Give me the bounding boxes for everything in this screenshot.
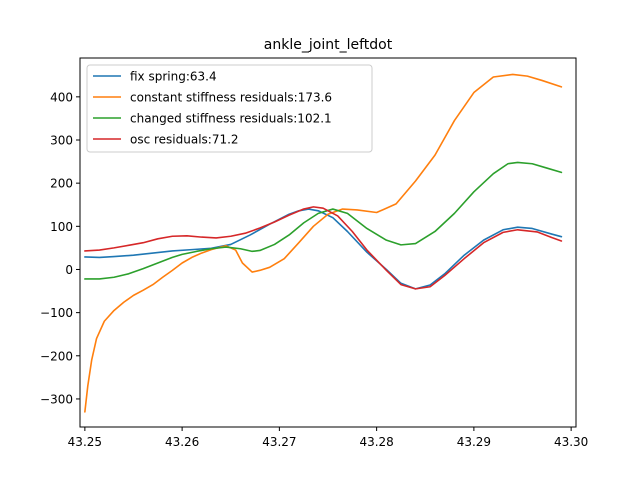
- series-layer: [84, 73, 563, 413]
- x-tick-label: 43.30: [554, 435, 588, 449]
- y-tick-label: 300: [50, 134, 73, 148]
- y-tick-label: −300: [40, 392, 73, 406]
- y-tick-label: −100: [40, 306, 73, 320]
- y-tick-label: 200: [50, 177, 73, 191]
- series-line-4: [84, 206, 563, 290]
- series-line-1: [84, 208, 563, 290]
- series-line-3: [84, 161, 563, 280]
- chart-title: ankle_joint_leftdot: [264, 37, 393, 53]
- legend-box: [86, 64, 373, 153]
- legend-label-4: osc residuals:71.2: [130, 133, 239, 147]
- y-tick-label: 400: [50, 90, 73, 104]
- legend: fix spring:63.4 constant stiffness residu…: [86, 64, 373, 153]
- x-tick-label: 43.28: [359, 435, 393, 449]
- y-axis: −300 −200 −100 0 100 200 300 400: [40, 90, 80, 406]
- legend-label-2: constant stiffness residuals:173.6: [130, 91, 332, 105]
- legend-label-1: fix spring:63.4: [130, 70, 217, 84]
- x-tick-label: 43.25: [68, 435, 102, 449]
- y-tick-label: 0: [65, 263, 73, 277]
- x-tick-label: 43.26: [165, 435, 199, 449]
- series-line-2: [84, 73, 563, 413]
- axes-frame: [79, 57, 577, 428]
- y-tick-label: 100: [50, 220, 73, 234]
- y-tick-label: −200: [40, 349, 73, 363]
- x-tick-label: 43.27: [262, 435, 296, 449]
- x-tick-label: 43.29: [457, 435, 491, 449]
- legend-label-3: changed stiffness residuals:102.1: [130, 112, 332, 126]
- x-axis: 43.25 43.26 43.27 43.28 43.29 43.30: [68, 427, 588, 449]
